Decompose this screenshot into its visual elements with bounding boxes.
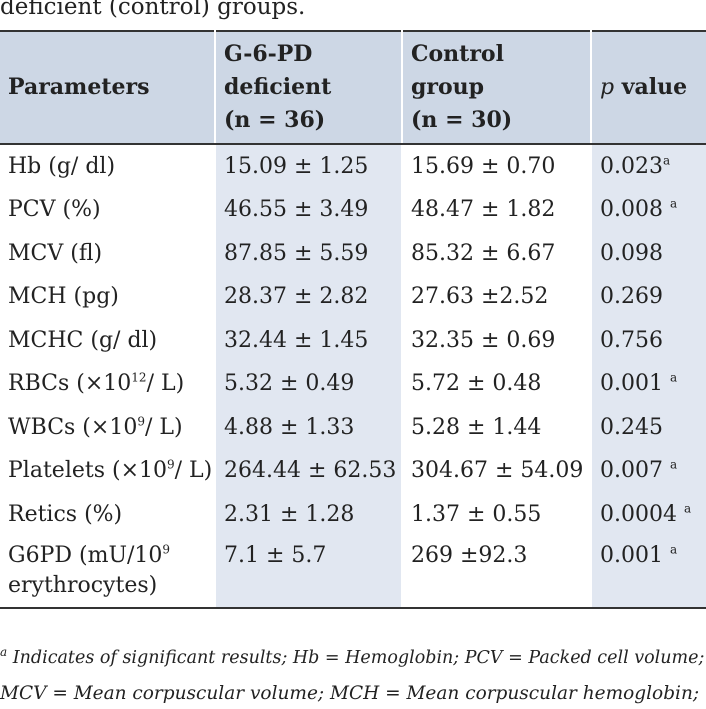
cell-p-value: 0.269 <box>591 275 706 319</box>
cell-p-value: 0.001 a <box>591 536 706 609</box>
table-row: MCHC (g/ dl) 32.44 ± 1.45 32.35 ± 0.69 0.75… <box>0 319 706 363</box>
significance-marker: a <box>669 370 678 385</box>
header-p-value: p value <box>591 30 706 145</box>
header-g6pd-line3: (n = 36) <box>224 107 326 133</box>
cell-deficient: 87.85 ± 5.59 <box>215 232 403 276</box>
cell-parameter: PCV (%) <box>0 188 216 232</box>
p-value-text: 0.007 <box>600 458 670 484</box>
parameter-text: G6PD (mU/10 <box>8 542 163 568</box>
cell-deficient: 46.55 ± 3.49 <box>215 188 403 232</box>
footnote-marker: a <box>0 645 8 660</box>
table-row: Retics (%) 2.31 ± 1.28 1.37 ± 0.55 0.0004 a <box>0 493 706 537</box>
cell-control: 48.47 ± 1.82 <box>402 188 592 232</box>
p-value-text: 0.008 <box>600 197 670 223</box>
table-header-row: Parameters G-6-PD deficient (n = 36) Con… <box>0 30 706 145</box>
cell-parameter: Hb (g/ dl) <box>0 144 216 189</box>
footnote-line-1: a Indicates of significant results; Hb =… <box>0 643 704 673</box>
cell-deficient: 264.44 ± 62.53 <box>215 449 403 493</box>
results-table: Parameters G-6-PD deficient (n = 36) Con… <box>0 30 706 609</box>
cell-control: 5.28 ± 1.44 <box>402 406 592 450</box>
header-p-italic: p <box>600 75 615 100</box>
significance-marker: a <box>669 196 678 211</box>
cell-deficient: 2.31 ± 1.28 <box>215 493 403 537</box>
cell-control: 1.37 ± 0.55 <box>402 493 592 537</box>
table-row: Platelets (×109/ L) 264.44 ± 62.53 304.67 … <box>0 449 706 493</box>
cell-parameter: WBCs (×109/ L) <box>0 406 216 450</box>
parameter-exponent: 9 <box>167 457 175 472</box>
cell-parameter: MCHC (g/ dl) <box>0 319 216 363</box>
footnote-line-2: MCV = Mean corpuscular volume; MCH = Mea… <box>0 683 700 704</box>
table-row: MCH (pg) 28.37 ± 2.82 27.63 ±2.52 0.269 <box>0 275 706 319</box>
cell-parameter: G6PD (mU/109 erythrocytes) <box>0 536 216 609</box>
table-row: RBCs (×1012/ L) 5.32 ± 0.49 5.72 ± 0.48 0.0… <box>0 362 706 406</box>
table-caption: deficient (control) groups. <box>0 0 306 20</box>
cell-deficient: 7.1 ± 5.7 <box>215 536 403 609</box>
parameter-text: RBCs (×10 <box>8 371 132 397</box>
table-row: MCV (fl) 87.85 ± 5.59 85.32 ± 6.67 0.098 <box>0 232 706 276</box>
significance-marker: a <box>669 542 678 557</box>
cell-p-value: 0.007 a <box>591 449 706 493</box>
cell-p-value: 0.0004 a <box>591 493 706 537</box>
table-row: G6PD (mU/109 erythrocytes) 7.1 ± 5.7 269 ±… <box>0 536 706 609</box>
cell-parameter: Platelets (×109/ L) <box>0 449 216 493</box>
p-value-text: 0.756 <box>600 327 663 353</box>
header-p-rest: value <box>614 74 688 100</box>
parameter-unit: erythrocytes) <box>8 572 158 598</box>
cell-p-value: 0.098 <box>591 232 706 276</box>
cell-deficient: 4.88 ± 1.33 <box>215 406 403 450</box>
parameter-text: WBCs (×10 <box>8 414 138 440</box>
cell-parameter: Retics (%) <box>0 493 216 537</box>
p-value-text: 0.001 <box>600 371 670 397</box>
parameter-exponent: 12 <box>131 370 147 385</box>
cell-parameter: RBCs (×1012/ L) <box>0 362 216 406</box>
header-g6pd-line2: deficient <box>224 74 332 100</box>
header-control-line2: (n = 30) <box>411 107 513 133</box>
significance-marker: a <box>662 153 671 168</box>
cell-deficient: 32.44 ± 1.45 <box>215 319 403 363</box>
cell-deficient: 5.32 ± 0.49 <box>215 362 403 406</box>
parameter-unit: / L) <box>146 371 185 397</box>
parameter-exponent: 9 <box>137 414 145 429</box>
header-control-line1: Control group <box>411 41 504 100</box>
significance-marker: a <box>669 457 678 472</box>
cell-control: 27.63 ±2.52 <box>402 275 592 319</box>
header-g6pd-deficient: G-6-PD deficient (n = 36) <box>215 30 403 145</box>
p-value-text: 0.245 <box>600 414 663 440</box>
p-value-text: 0.001 <box>600 542 670 568</box>
cell-p-value: 0.008 a <box>591 188 706 232</box>
cell-p-value: 0.756 <box>591 319 706 363</box>
header-parameters: Parameters <box>0 30 216 145</box>
cell-p-value: 0.245 <box>591 406 706 450</box>
parameter-text: Platelets (×10 <box>8 458 168 484</box>
cell-deficient: 28.37 ± 2.82 <box>215 275 403 319</box>
cell-p-value: 0.001 a <box>591 362 706 406</box>
header-control-group: Control group (n = 30) <box>402 30 592 145</box>
cell-control: 32.35 ± 0.69 <box>402 319 592 363</box>
header-g6pd-line1: G-6-PD <box>224 41 313 67</box>
cell-parameter: MCV (fl) <box>0 232 216 276</box>
p-value-text: 0.023 <box>600 153 663 179</box>
parameter-exponent: 9 <box>162 542 171 557</box>
p-value-text: 0.269 <box>600 284 663 310</box>
cell-control: 269 ±92.3 <box>402 536 592 609</box>
table-row: WBCs (×109/ L) 4.88 ± 1.33 5.28 ± 1.44 0.24… <box>0 406 706 450</box>
p-value-text: 0.098 <box>600 240 663 266</box>
cell-control: 85.32 ± 6.67 <box>402 232 592 276</box>
footnote-text-1: Indicates of significant results; Hb = H… <box>7 648 705 668</box>
significance-marker: a <box>683 501 692 516</box>
cell-control: 304.67 ± 54.09 <box>402 449 592 493</box>
parameter-unit: / L) <box>144 414 183 440</box>
cell-parameter: MCH (pg) <box>0 275 216 319</box>
cell-control: 5.72 ± 0.48 <box>402 362 592 406</box>
table-row: PCV (%) 46.55 ± 3.49 48.47 ± 1.82 0.008 a <box>0 188 706 232</box>
cell-control: 15.69 ± 0.70 <box>402 144 592 189</box>
parameter-unit: / L) <box>174 458 213 484</box>
p-value-text: 0.0004 <box>600 501 684 527</box>
cell-p-value: 0.023a <box>591 144 706 189</box>
cell-deficient: 15.09 ± 1.25 <box>215 144 403 189</box>
table-row: Hb (g/ dl) 15.09 ± 1.25 15.69 ± 0.70 0.023a <box>0 144 706 189</box>
